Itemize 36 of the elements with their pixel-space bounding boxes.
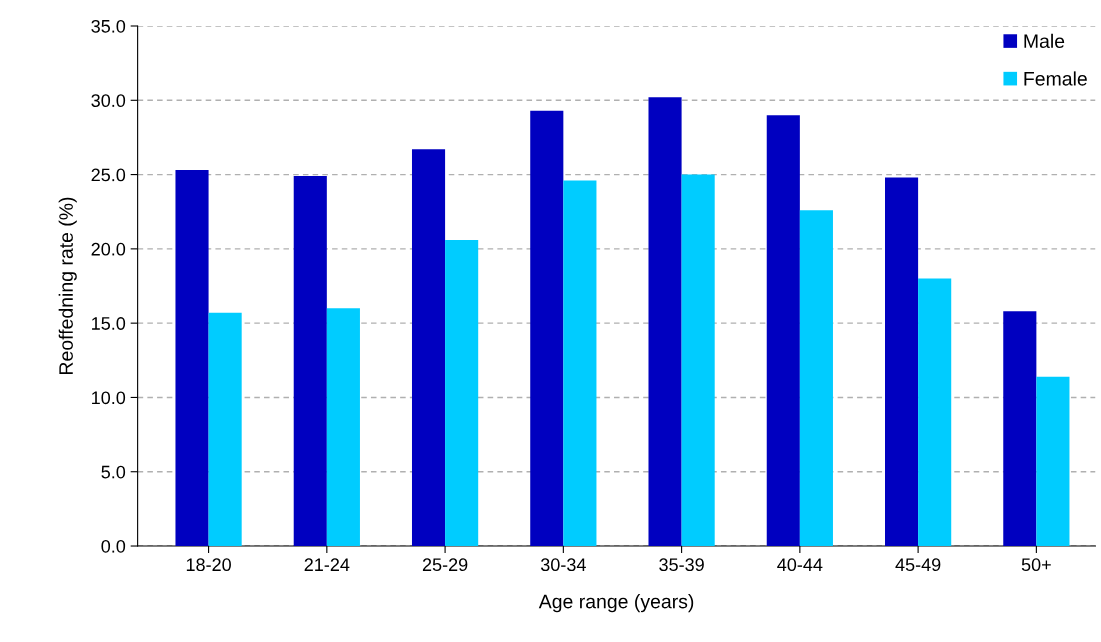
bar	[208, 312, 242, 547]
y-tick-label: 15.0	[92, 317, 126, 330]
bar	[293, 176, 327, 547]
x-tick-label: 45-49	[895, 558, 941, 572]
bar	[326, 308, 360, 547]
bar	[918, 278, 952, 547]
y-tick-label: 10.0	[92, 391, 126, 405]
y-tick-label: 30.0	[91, 94, 126, 108]
x-tick-label: 50+	[1021, 558, 1051, 572]
x-tick-label: 30-34	[540, 558, 586, 572]
bar	[681, 174, 715, 547]
x-tick-label: 40-44	[777, 558, 823, 572]
y-tick-label: 20.0	[91, 242, 126, 256]
y-tick-label: 0.0	[101, 539, 126, 553]
bar	[175, 170, 209, 547]
x-tick-label: 25-29	[422, 558, 468, 572]
bar	[799, 210, 833, 547]
bar	[648, 97, 682, 547]
bar	[1036, 376, 1070, 547]
bar	[530, 110, 564, 547]
x-axis-title: Age range (years)	[538, 594, 694, 613]
bar	[411, 149, 446, 547]
bar	[885, 177, 919, 547]
x-tick-label: 18-20	[186, 558, 231, 572]
legend-label: Female	[1024, 71, 1087, 86]
bar	[1003, 311, 1037, 547]
y-tick-label: 5.0	[101, 465, 126, 479]
bar	[766, 115, 800, 547]
x-tick-label: 35-39	[659, 558, 704, 572]
bar	[445, 239, 479, 547]
y-axis-title: Reoffedning rate (%)	[58, 197, 77, 374]
x-tick-label: 21-24	[304, 558, 350, 571]
y-tick-label: 25.0	[91, 168, 126, 182]
bar	[563, 180, 597, 547]
legend-label: Male	[1024, 33, 1065, 49]
y-tick-label: 35.0	[91, 19, 126, 33]
